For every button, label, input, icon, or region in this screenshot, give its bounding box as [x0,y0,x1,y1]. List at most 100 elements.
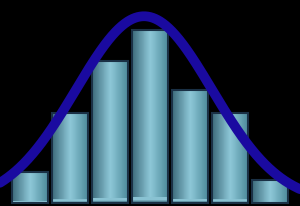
Bar [52,201,88,202]
Bar [62,113,63,202]
Bar [212,200,248,202]
Bar [187,91,188,202]
Bar [239,113,240,202]
Bar [156,31,157,202]
Bar [92,200,128,202]
Bar [52,200,88,201]
Bar [282,180,283,202]
Bar [172,200,208,202]
Bar [212,201,248,202]
Bar [92,198,128,201]
Bar [92,198,128,200]
Bar [217,113,218,202]
Bar [192,91,193,202]
Bar [132,197,168,200]
Bar [172,199,208,201]
Bar [132,198,168,201]
Bar [12,201,48,202]
Bar [79,113,80,202]
Bar [212,201,248,202]
Bar [234,113,235,202]
Bar [166,31,167,202]
Bar [272,180,273,202]
Bar [52,200,88,202]
Bar [197,91,198,202]
Bar [172,200,208,201]
Bar [17,172,18,202]
Bar [212,200,248,202]
Bar [102,62,103,202]
Bar [39,172,40,202]
Bar [132,198,168,201]
Bar [172,200,208,202]
Bar [262,180,263,202]
Bar [32,172,33,202]
Bar [132,199,168,202]
Bar [52,200,88,202]
Bar [283,180,284,202]
Bar [172,200,208,202]
Bar [55,113,56,202]
Bar [92,199,128,201]
Bar [172,200,208,202]
Bar [212,200,248,202]
Bar [213,113,214,202]
Bar [212,201,248,202]
Bar [52,200,88,202]
Bar [212,113,213,202]
Bar [12,201,48,202]
Bar [276,180,277,202]
Bar [33,172,34,202]
Bar [92,199,128,201]
Bar [67,113,68,202]
Bar [18,172,19,202]
Bar [92,198,128,201]
Bar [92,198,128,201]
Bar [92,199,128,201]
Bar [132,198,168,200]
Bar [92,198,128,201]
Bar [52,200,88,202]
Bar [52,199,88,201]
Bar [145,31,146,202]
Bar [111,62,112,202]
Bar [110,62,111,202]
Bar [12,201,48,202]
Bar [92,200,128,202]
Bar [92,199,128,202]
Bar [268,180,269,202]
Bar [196,91,197,202]
Bar [147,31,148,202]
Bar [12,201,48,202]
Bar [92,199,128,202]
Bar [212,200,248,202]
Bar [172,200,208,202]
Bar [212,200,248,202]
Bar [92,199,128,201]
Bar [184,91,185,202]
Bar [218,113,219,202]
Bar [80,113,81,202]
Bar [52,200,88,201]
Bar [140,31,141,202]
Bar [52,201,88,202]
Bar [15,172,16,202]
Bar [63,113,64,202]
Bar [182,91,183,202]
Bar [189,91,190,202]
Bar [212,200,248,202]
Bar [132,198,168,201]
Bar [222,113,223,202]
Bar [269,180,270,202]
Bar [92,198,128,200]
Bar [172,200,208,202]
Bar [167,31,168,202]
Bar [92,62,93,202]
Bar [92,200,128,202]
Bar [212,200,248,201]
Bar [175,91,176,202]
Bar [172,200,208,202]
Bar [76,113,77,202]
Bar [132,199,168,202]
Bar [36,172,37,202]
